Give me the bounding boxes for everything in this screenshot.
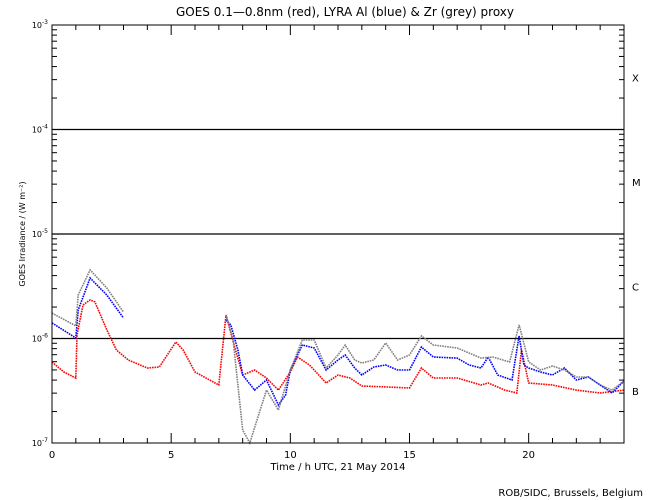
- x-tick-label: 0: [49, 450, 55, 461]
- y-axis-label: GOES Irradiance / (W m⁻²): [18, 181, 27, 286]
- y-tick-exponent: -6: [42, 333, 48, 340]
- x-tick-label: 10: [284, 450, 297, 461]
- y-tick-base: 10: [32, 335, 42, 344]
- y-tick-base: 10: [32, 126, 42, 135]
- y-tick-exponent: -4: [42, 124, 48, 131]
- y-tick-label: 10-6: [32, 333, 48, 344]
- y-tick-exponent: -3: [42, 19, 48, 26]
- flare-class-label: C: [632, 282, 639, 293]
- flare-class-label: X: [632, 73, 639, 84]
- series-line-goes-0-1-0-8nm: [51, 298, 625, 394]
- y-tick-label: 10-4: [32, 124, 48, 135]
- y-tick-exponent: -5: [42, 228, 48, 235]
- x-tick-label: 20: [522, 450, 535, 461]
- credit-text: ROB/SIDC, Brussels, Belgium: [498, 488, 643, 499]
- flare-class-label: M: [632, 178, 641, 189]
- x-tick-label: 15: [403, 450, 416, 461]
- y-tick-label: 10-3: [32, 19, 48, 30]
- series-layer: [51, 268, 625, 446]
- x-tick-label: 5: [168, 450, 174, 461]
- plot-frame: [51, 24, 625, 444]
- y-tick-label: 10-5: [32, 228, 48, 239]
- y-tick-label: 10-7: [32, 437, 48, 448]
- y-tick-exponent: -7: [42, 437, 48, 444]
- y-tick-base: 10: [32, 21, 42, 30]
- flare-class-label: B: [632, 387, 639, 398]
- series-line-lyra-al-proxy: [51, 276, 125, 340]
- series-line-lyra-al-proxy: [225, 319, 625, 407]
- y-tick-base: 10: [32, 230, 42, 239]
- series-line-lyra-zr-proxy: [51, 268, 125, 328]
- chart-title: GOES 0.1—0.8nm (red), LYRA Al (blue) & Z…: [176, 5, 514, 19]
- y-tick-base: 10: [32, 439, 42, 448]
- series-line-lyra-zr-proxy: [225, 314, 625, 446]
- x-axis-label: Time / h UTC, 21 May 2014: [269, 462, 405, 473]
